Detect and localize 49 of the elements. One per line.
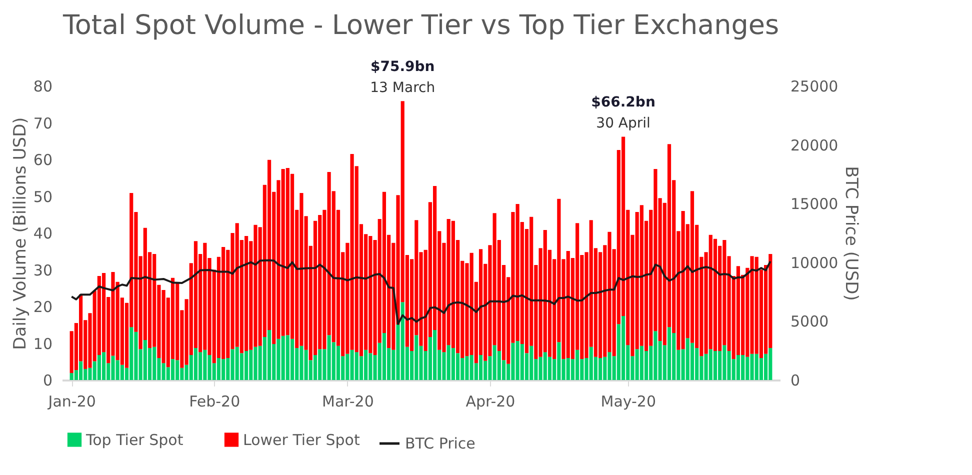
bar (78, 361, 83, 380)
y-tick-label: 50 (33, 188, 52, 206)
x-tick-label: Jan-20 (47, 392, 96, 410)
y-tick-label: 0 (42, 372, 52, 390)
y2-tick-label: 0 (790, 372, 800, 390)
bar (667, 327, 672, 380)
y-axis-title: Daily Volume (Billions USD) (10, 117, 30, 350)
y-tick-label: 10 (33, 334, 52, 353)
bar (382, 332, 386, 380)
y-tick-label: 20 (33, 298, 52, 316)
bar (267, 330, 272, 380)
annotation: $75.9bn (370, 59, 435, 76)
y-tick-label: 40 (33, 224, 52, 242)
annotation: 13 March (370, 80, 436, 96)
y-tick-label: 60 (33, 151, 52, 169)
bar (170, 359, 175, 380)
y2-tick-label: 5000 (790, 312, 829, 331)
chart-title: Total Spot Volume - Lower Tier vs Top Tier Exchanges (62, 10, 780, 42)
bar (713, 238, 718, 351)
bar (102, 352, 106, 380)
bar (736, 355, 740, 380)
y-tick-label: 80 (33, 78, 52, 96)
legend-label: BTC Price (405, 434, 476, 452)
bar (432, 330, 437, 380)
y2-tick-label: 15000 (790, 195, 838, 214)
line-series (70, 259, 772, 326)
bar (194, 348, 198, 380)
annotation: 30 April (596, 116, 650, 132)
annotation: $66.2bn (591, 94, 656, 111)
x-tick-label: Mar-20 (322, 392, 374, 410)
y2-tick-label: 10000 (790, 254, 838, 272)
y2-tick-label: 25000 (790, 78, 838, 96)
x-tick-label: Feb-20 (189, 392, 240, 410)
y-tick-label: 70 (33, 114, 52, 132)
bar (290, 338, 294, 380)
bar (736, 266, 740, 356)
x-tick-label: May-20 (600, 392, 656, 410)
bar (759, 358, 764, 380)
bar (621, 316, 626, 380)
bar (336, 346, 340, 380)
bar (216, 358, 221, 380)
legend-label: Lower Tier Spot (243, 430, 360, 449)
bar (478, 355, 483, 380)
y2-axis-title: BTC Price (USD) (841, 166, 862, 301)
y-tick-label: 30 (33, 261, 52, 280)
bar (713, 350, 718, 380)
legend-label: Top Tier Spot (85, 430, 184, 449)
x-tick-label: Apr-20 (466, 392, 516, 410)
y2-tick-label: 20000 (790, 136, 838, 154)
